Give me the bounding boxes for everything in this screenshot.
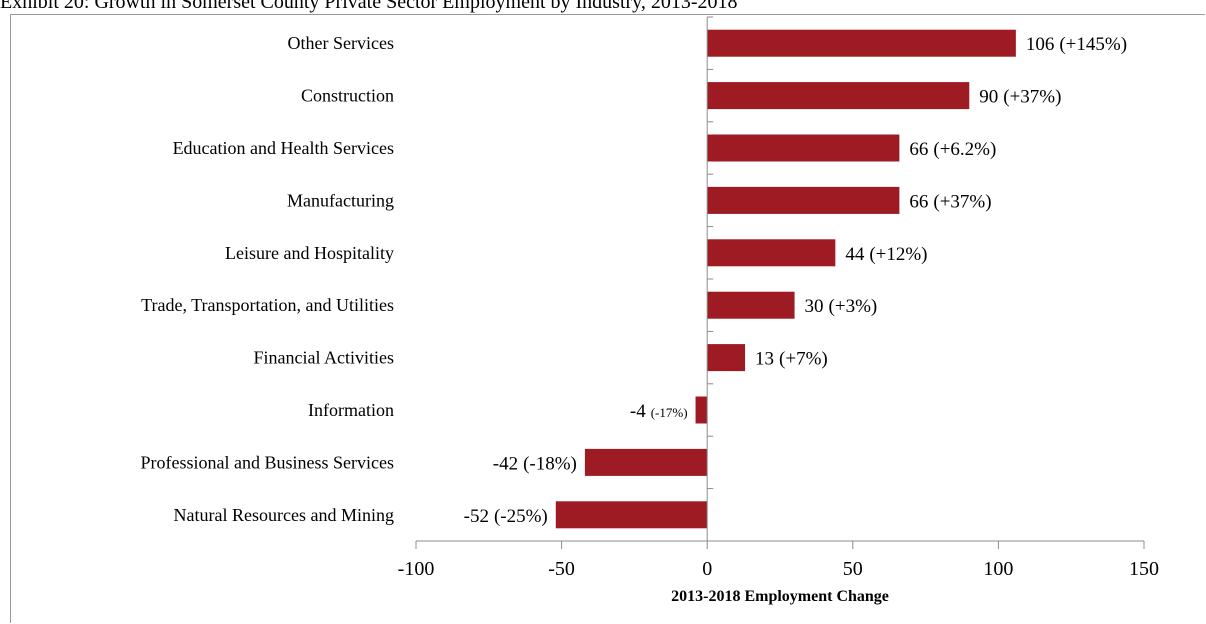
category-label: Manufacturing bbox=[287, 190, 394, 210]
data-label-value: -42 bbox=[493, 453, 518, 474]
data-label-percent: (+3%) bbox=[829, 296, 878, 317]
x-axis-title: 2013-2018 Employment Change bbox=[671, 588, 889, 605]
category-label: Financial Activities bbox=[254, 348, 394, 368]
data-label-value: 66 bbox=[909, 191, 928, 212]
category-label: Professional and Business Services bbox=[141, 452, 394, 472]
data-label-percent: (-25%) bbox=[494, 506, 548, 527]
data-label-value: 30 bbox=[805, 296, 824, 317]
tick-labels-group: -100 -50 0 50 100 150 bbox=[398, 558, 1159, 580]
category-label: Trade, Transportation, and Utilities bbox=[141, 295, 394, 315]
data-label-percent: (+6.2%) bbox=[933, 139, 996, 160]
data-label-value: 90 bbox=[979, 87, 998, 108]
bar bbox=[707, 344, 746, 372]
data-label: 13 (+7%) bbox=[755, 349, 828, 370]
data-label-percent: (-17%) bbox=[651, 405, 688, 420]
data-label-percent: (-18%) bbox=[523, 453, 577, 474]
category-label: Natural Resources and Mining bbox=[174, 505, 394, 525]
data-label: 90 (+37%) bbox=[979, 87, 1061, 108]
category-label: Information bbox=[308, 400, 394, 420]
bar bbox=[707, 29, 1016, 57]
bar bbox=[707, 186, 900, 214]
data-label-value: 106 bbox=[1026, 34, 1055, 55]
data-label-value: 13 bbox=[755, 349, 774, 370]
data-label: -52 (-25%) bbox=[464, 506, 548, 527]
x-tick-label: -50 bbox=[548, 558, 575, 580]
data-label: 30 (+3%) bbox=[805, 296, 878, 317]
page-title: Exhibit 20: Growth in Somerset County Pr… bbox=[0, 0, 738, 13]
bar bbox=[584, 448, 708, 476]
category-label: Leisure and Hospitality bbox=[225, 243, 394, 263]
bar-chart: Other Services Construction Education and … bbox=[141, 16, 1159, 605]
data-label-value: 44 bbox=[845, 244, 865, 265]
axes-group bbox=[415, 16, 1145, 549]
x-tick-label: 100 bbox=[983, 558, 1013, 580]
bar bbox=[707, 239, 836, 267]
data-label: -4 (-17%) bbox=[630, 401, 688, 422]
bar bbox=[695, 396, 708, 424]
bar bbox=[707, 82, 970, 110]
data-label: 106 (+145%) bbox=[1026, 34, 1127, 55]
bar bbox=[555, 501, 708, 529]
x-tick-label: -100 bbox=[398, 558, 435, 580]
data-label: -42 (-18%) bbox=[493, 453, 577, 474]
data-label-percent: (+145%) bbox=[1059, 34, 1127, 55]
data-label: 66 (+6.2%) bbox=[909, 139, 996, 160]
x-tick-label: 150 bbox=[1129, 558, 1159, 580]
data-label-value: 66 bbox=[909, 139, 928, 160]
x-tick-label: 50 bbox=[843, 558, 863, 580]
data-label-percent: (+12%) bbox=[869, 244, 927, 265]
x-tick-label: 0 bbox=[702, 558, 712, 580]
data-label-percent: (+37%) bbox=[933, 191, 991, 212]
chart-frame: Other Services Construction Education and … bbox=[10, 14, 1205, 623]
bar bbox=[707, 291, 795, 319]
data-label-value: -52 bbox=[464, 506, 489, 527]
data-label-value: -4 bbox=[630, 401, 646, 422]
category-label: Construction bbox=[301, 86, 394, 106]
category-labels-group: Other Services Construction Education and … bbox=[141, 33, 394, 525]
bars-group bbox=[555, 29, 1016, 529]
data-label-percent: (+37%) bbox=[1003, 87, 1061, 108]
category-label: Other Services bbox=[288, 33, 394, 53]
data-labels-group: 106 (+145%)90 (+37%)66 (+6.2%)66 (+37%)44 (+1… bbox=[464, 34, 1127, 527]
category-label: Education and Health Services bbox=[173, 138, 394, 158]
data-label-percent: (+7%) bbox=[779, 349, 828, 370]
data-label: 44 (+12%) bbox=[845, 244, 927, 265]
data-label: 66 (+37%) bbox=[909, 191, 991, 212]
bar bbox=[707, 134, 900, 162]
